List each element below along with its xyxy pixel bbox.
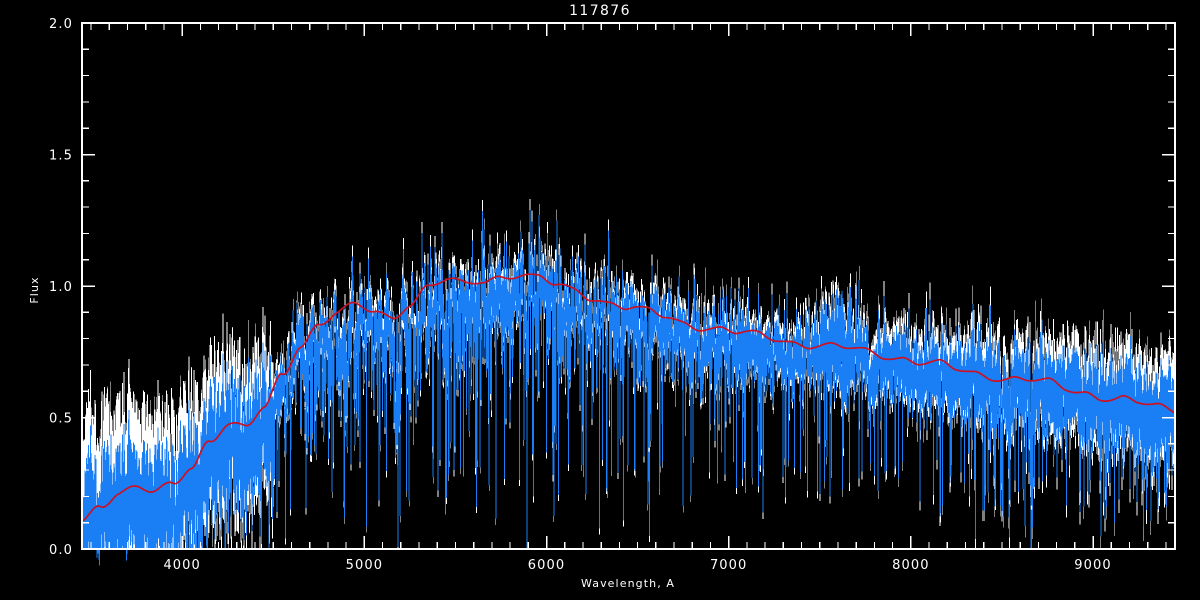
x-tick-label: 8000 bbox=[892, 558, 929, 573]
x-tick-label: 7000 bbox=[710, 558, 747, 573]
y-tick-label: 1.0 bbox=[49, 280, 73, 295]
y-tick-label: 1.5 bbox=[49, 149, 73, 164]
axis-tick-labels: 4000 5000 6000 7000 8000 9000 0.0 0.5 1.0 1.5 2.0 bbox=[49, 17, 1111, 573]
model-fit-trace bbox=[81, 273, 1176, 522]
y-axis-label: Flux bbox=[28, 276, 41, 303]
x-tick-label: 4000 bbox=[163, 558, 200, 573]
axis-ticks bbox=[82, 22, 1175, 550]
x-tick-label: 9000 bbox=[1074, 558, 1111, 573]
y-tick-label: 0.0 bbox=[49, 543, 73, 558]
x-axis-label: Wavelength, A bbox=[581, 577, 675, 590]
y-tick-label: 0.5 bbox=[49, 412, 73, 427]
x-tick-label: 5000 bbox=[346, 558, 383, 573]
x-tick-label: 6000 bbox=[528, 558, 565, 573]
page-title: 117876 bbox=[569, 3, 631, 19]
y-tick-label: 2.0 bbox=[49, 17, 73, 32]
